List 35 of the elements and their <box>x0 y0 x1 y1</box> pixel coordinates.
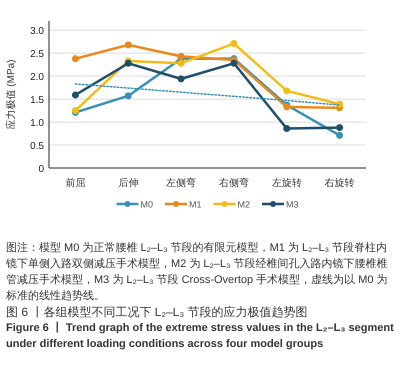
y-tick-label: 1.5 <box>30 95 44 106</box>
point <box>336 124 344 132</box>
point <box>336 132 344 139</box>
y-tick-label: 2.5 <box>30 49 44 60</box>
x-tick-label: 前屈 <box>65 177 86 189</box>
x-tick-label: 右侧弯 <box>218 177 249 189</box>
legend-label: M1 <box>188 200 202 210</box>
legend-label: M3 <box>286 200 299 210</box>
legend-label: M0 <box>140 200 153 210</box>
y-tick-label: 0.5 <box>30 141 44 152</box>
y-axis-title: 应力极值 (MPa) <box>5 60 17 130</box>
point <box>178 60 185 67</box>
legend-label: M2 <box>238 200 250 210</box>
point <box>283 124 290 132</box>
point <box>283 87 290 94</box>
point <box>230 40 238 48</box>
y-tick-label: 1.0 <box>30 118 44 130</box>
point <box>230 60 238 67</box>
x-tick-label: 左侧弯 <box>166 177 196 189</box>
x-tick-label: 左旋转 <box>272 177 302 189</box>
y-tick-label: 0 <box>38 164 44 175</box>
point <box>72 91 79 98</box>
point <box>124 41 132 48</box>
y-tick-label: 3.0 <box>30 26 44 38</box>
point <box>72 55 79 62</box>
point <box>178 52 185 60</box>
point <box>124 60 132 67</box>
x-tick-label: 右旋转 <box>324 177 355 189</box>
point <box>178 75 185 82</box>
point <box>124 92 132 100</box>
text: 图注：模型 M0 为正常腰椎 L₂–L₃ 节段的有限元模型，M1 为 L₂–L₃ 节段脊柱内镜下单侧入路双侧减压手术模型，M2 为 L₂–L₃ 节段经椎间孔入路内镜下腰椎椎管减压手术模型，M3 为 L₂–L₃ 节段 Cross-Overtop 手术模型，虚线为以 M0 为标准的线性趋势线。 <box>6 240 389 304</box>
caption: Figure 6 丨 Trend graph of the extreme stress values in the L₂–L₃ segment under different loading conditions across four model groups <box>6 320 395 352</box>
caption: 图 6 丨各组模型不同工况下 L₂–L₃ 节段的应力极值趋势图 <box>6 304 309 320</box>
x-tick-label: 后伸 <box>118 177 138 189</box>
y-tick-label: 2.0 <box>30 72 44 84</box>
